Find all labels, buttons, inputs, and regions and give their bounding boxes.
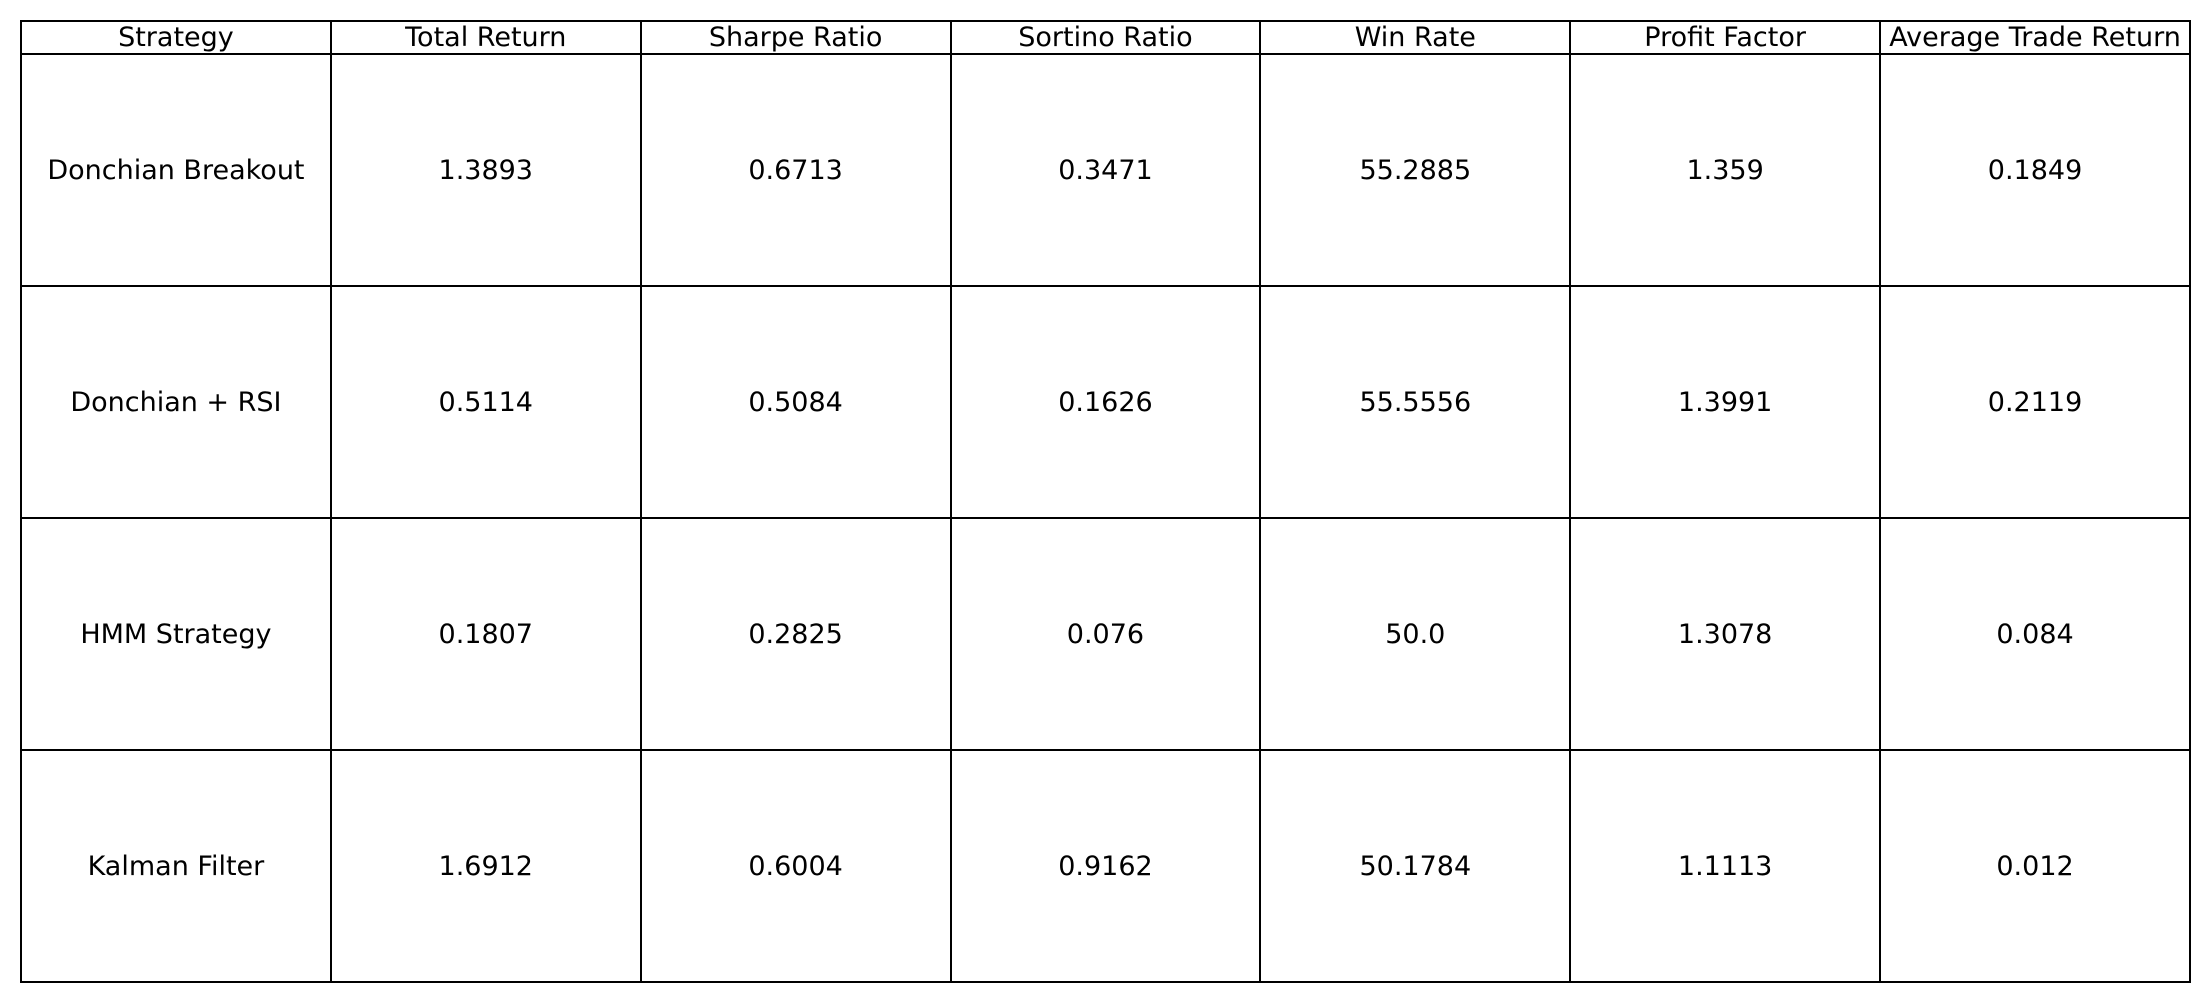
table-cell-average-trade-return: 0.012	[1879, 749, 2191, 983]
table-cell-strategy: Donchian + RSI	[20, 285, 332, 519]
table-cell-profit-factor: 1.3078	[1569, 517, 1882, 751]
table-cell-strategy: Donchian Breakout	[20, 53, 332, 287]
table-cell-profit-factor: 1.3991	[1569, 285, 1882, 519]
table-cell-sortino-ratio: 0.3471	[949, 53, 1262, 287]
table-cell-total-return: 1.3893	[329, 53, 642, 287]
table-row: HMM Strategy 0.1807 0.2825 0.076 50.0 1.…	[20, 517, 2191, 751]
column-header-total-return: Total Return	[329, 20, 642, 55]
table-cell-win-rate: 50.0	[1259, 517, 1572, 751]
column-header-sortino-ratio: Sortino Ratio	[949, 20, 1262, 55]
table-cell-sortino-ratio: 0.1626	[949, 285, 1262, 519]
table-cell-total-return: 1.6912	[329, 749, 642, 983]
table-cell-sortino-ratio: 0.076	[949, 517, 1262, 751]
column-header-win-rate: Win Rate	[1259, 20, 1572, 55]
table-cell-sortino-ratio: 0.9162	[949, 749, 1262, 983]
table-cell-sharpe-ratio: 0.6713	[639, 53, 952, 287]
table-cell-profit-factor: 1.1113	[1569, 749, 1882, 983]
table-cell-total-return: 0.5114	[329, 285, 642, 519]
table-row: Donchian + RSI 0.5114 0.5084 0.1626 55.5…	[20, 285, 2191, 519]
column-header-average-trade-return: Average Trade Return	[1879, 20, 2191, 55]
table-cell-profit-factor: 1.359	[1569, 53, 1882, 287]
column-header-strategy: Strategy	[20, 20, 332, 55]
strategy-metrics-table: Strategy Total Return Sharpe Ratio Sorti…	[20, 20, 2191, 983]
column-header-profit-factor: Profit Factor	[1569, 20, 1882, 55]
column-header-sharpe-ratio: Sharpe Ratio	[639, 20, 952, 55]
metrics-table-container: Strategy Total Return Sharpe Ratio Sorti…	[20, 20, 2191, 983]
table-cell-win-rate: 55.5556	[1259, 285, 1572, 519]
table-cell-win-rate: 55.2885	[1259, 53, 1572, 287]
table-cell-average-trade-return: 0.2119	[1879, 285, 2191, 519]
table-cell-average-trade-return: 0.1849	[1879, 53, 2191, 287]
table-cell-strategy: HMM Strategy	[20, 517, 332, 751]
table-cell-strategy: Kalman Filter	[20, 749, 332, 983]
table-cell-sharpe-ratio: 0.6004	[639, 749, 952, 983]
table-row: Donchian Breakout 1.3893 0.6713 0.3471 5…	[20, 53, 2191, 287]
table-row: Kalman Filter 1.6912 0.6004 0.9162 50.17…	[20, 749, 2191, 983]
table-cell-win-rate: 50.1784	[1259, 749, 1572, 983]
table-header-row: Strategy Total Return Sharpe Ratio Sorti…	[20, 20, 2191, 55]
table-cell-sharpe-ratio: 0.5084	[639, 285, 952, 519]
table-cell-sharpe-ratio: 0.2825	[639, 517, 952, 751]
table-cell-total-return: 0.1807	[329, 517, 642, 751]
table-cell-average-trade-return: 0.084	[1879, 517, 2191, 751]
